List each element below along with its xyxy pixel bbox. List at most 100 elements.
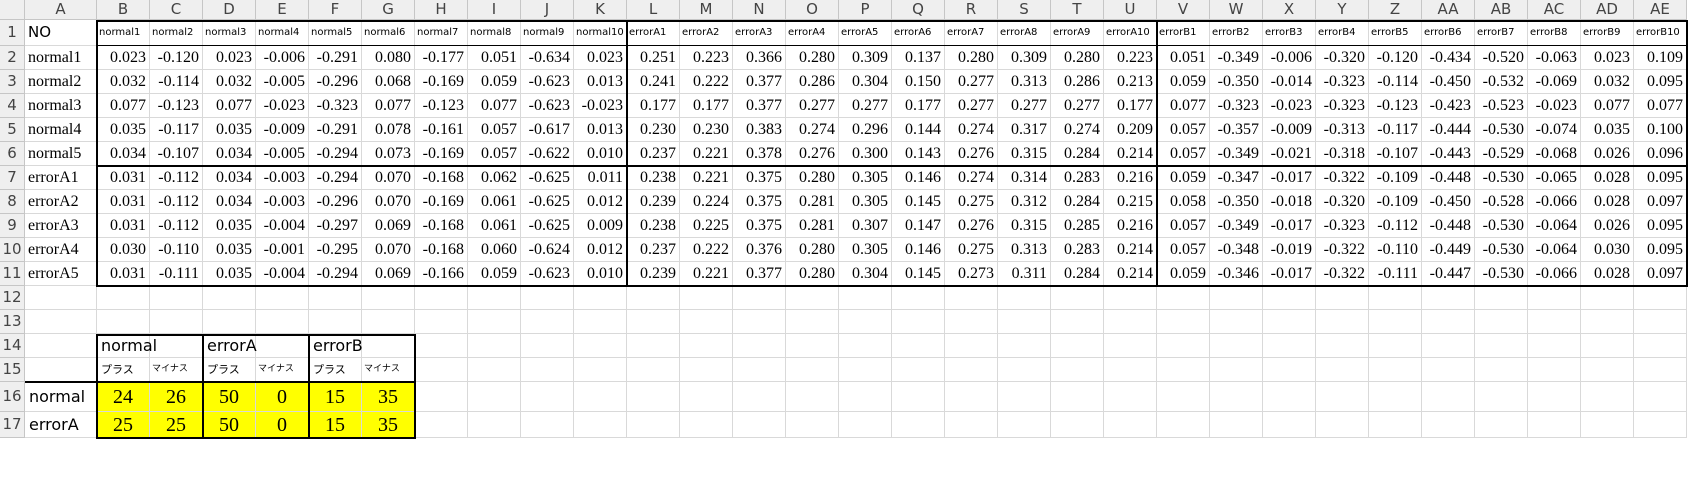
value-cell[interactable]: 0.307 <box>839 214 892 238</box>
value-cell[interactable]: 0.237 <box>627 238 680 262</box>
column-header-R[interactable]: R <box>945 0 998 20</box>
value-cell[interactable]: -0.294 <box>309 262 362 286</box>
cell[interactable] <box>1634 334 1687 358</box>
cell[interactable] <box>786 310 839 334</box>
value-cell[interactable]: 0.026 <box>1581 214 1634 238</box>
column-header-U[interactable]: U <box>1104 0 1157 20</box>
cell[interactable] <box>1210 286 1263 310</box>
cell[interactable] <box>1634 286 1687 310</box>
cell[interactable] <box>256 334 309 358</box>
value-cell[interactable]: -0.123 <box>150 94 203 118</box>
value-cell[interactable]: -0.023 <box>574 94 627 118</box>
value-cell[interactable]: 0.060 <box>468 238 521 262</box>
value-cell[interactable]: 0.010 <box>574 262 627 286</box>
column-header-B[interactable]: B <box>97 0 150 20</box>
header-cell[interactable]: normal3 <box>203 20 256 46</box>
value-cell[interactable]: -0.423 <box>1422 94 1475 118</box>
value-cell[interactable]: -0.120 <box>1369 46 1422 70</box>
value-cell[interactable]: -0.532 <box>1475 70 1528 94</box>
value-cell[interactable]: 0.280 <box>786 166 839 190</box>
cell[interactable] <box>468 382 521 412</box>
value-cell[interactable]: -0.023 <box>1528 94 1581 118</box>
value-cell[interactable]: 0.305 <box>839 238 892 262</box>
value-cell[interactable]: 0.023 <box>574 46 627 70</box>
row-label-cell[interactable]: normal3 <box>25 94 97 118</box>
value-cell[interactable]: 0.280 <box>945 46 998 70</box>
summary-sub-label[interactable]: プラス <box>309 358 362 382</box>
cell-a1-no[interactable]: NO <box>25 20 97 46</box>
cell[interactable] <box>892 310 945 334</box>
row-header-10[interactable]: 10 <box>0 238 25 262</box>
row-label-cell[interactable]: errorA2 <box>25 190 97 214</box>
value-cell[interactable]: 0.080 <box>362 46 415 70</box>
row-header-15[interactable]: 15 <box>0 358 25 382</box>
value-cell[interactable]: 0.035 <box>203 118 256 142</box>
column-header-AD[interactable]: AD <box>1581 0 1634 20</box>
cell[interactable] <box>150 310 203 334</box>
value-cell[interactable]: -0.313 <box>1316 118 1369 142</box>
row-header-16[interactable]: 16 <box>0 382 25 412</box>
header-cell[interactable]: errorA9 <box>1051 20 1104 46</box>
value-cell[interactable]: -0.530 <box>1475 166 1528 190</box>
cell[interactable] <box>1369 310 1422 334</box>
value-cell[interactable]: 0.276 <box>945 142 998 166</box>
value-cell[interactable]: 0.143 <box>892 142 945 166</box>
value-cell[interactable]: -0.617 <box>521 118 574 142</box>
column-header-O[interactable]: O <box>786 0 839 20</box>
row-label-cell[interactable]: errorA1 <box>25 166 97 190</box>
cell[interactable] <box>1104 382 1157 412</box>
value-cell[interactable]: -0.168 <box>415 214 468 238</box>
cell[interactable] <box>256 310 309 334</box>
value-cell[interactable]: -0.323 <box>1316 70 1369 94</box>
value-cell[interactable]: 0.366 <box>733 46 786 70</box>
value-cell[interactable]: 0.035 <box>203 214 256 238</box>
cell[interactable] <box>892 382 945 412</box>
value-cell[interactable]: 0.281 <box>786 214 839 238</box>
value-cell[interactable]: -0.168 <box>415 166 468 190</box>
value-cell[interactable]: 0.073 <box>362 142 415 166</box>
value-cell[interactable]: 0.223 <box>680 46 733 70</box>
value-cell[interactable]: -0.622 <box>521 142 574 166</box>
value-cell[interactable]: -0.017 <box>1263 166 1316 190</box>
value-cell[interactable]: 0.077 <box>1157 94 1210 118</box>
cell[interactable] <box>733 382 786 412</box>
value-cell[interactable]: -0.019 <box>1263 238 1316 262</box>
header-cell[interactable]: errorA8 <box>998 20 1051 46</box>
column-header-D[interactable]: D <box>203 0 256 20</box>
column-header-Z[interactable]: Z <box>1369 0 1422 20</box>
value-cell[interactable]: 0.177 <box>1104 94 1157 118</box>
cell[interactable] <box>786 358 839 382</box>
cell[interactable] <box>1475 412 1528 438</box>
row-header-3[interactable]: 3 <box>0 70 25 94</box>
cell[interactable] <box>1157 382 1210 412</box>
cell[interactable] <box>521 358 574 382</box>
header-cell[interactable]: errorB9 <box>1581 20 1634 46</box>
value-cell[interactable]: 0.057 <box>1157 118 1210 142</box>
cell[interactable] <box>1634 382 1687 412</box>
value-cell[interactable]: 0.097 <box>1634 262 1687 286</box>
value-cell[interactable]: 0.070 <box>362 238 415 262</box>
value-cell[interactable]: -0.005 <box>256 142 309 166</box>
value-cell[interactable]: -0.350 <box>1210 70 1263 94</box>
value-cell[interactable]: -0.066 <box>1528 190 1581 214</box>
summary-sub-label[interactable]: マイナス <box>256 358 309 382</box>
header-cell[interactable]: errorA5 <box>839 20 892 46</box>
value-cell[interactable]: 0.221 <box>680 262 733 286</box>
header-cell[interactable]: errorB2 <box>1210 20 1263 46</box>
value-cell[interactable]: 0.031 <box>97 262 150 286</box>
value-cell[interactable]: -0.023 <box>1263 94 1316 118</box>
value-cell[interactable]: 0.109 <box>1634 46 1687 70</box>
column-header-K[interactable]: K <box>574 0 627 20</box>
value-cell[interactable]: 0.213 <box>1104 70 1157 94</box>
cell[interactable] <box>680 286 733 310</box>
value-cell[interactable]: -0.349 <box>1210 46 1263 70</box>
cell[interactable] <box>1475 358 1528 382</box>
value-cell[interactable]: 0.214 <box>1104 238 1157 262</box>
cell[interactable] <box>1157 358 1210 382</box>
cell[interactable] <box>1316 358 1369 382</box>
value-cell[interactable]: -0.177 <box>415 46 468 70</box>
value-cell[interactable]: -0.169 <box>415 190 468 214</box>
cell[interactable] <box>733 286 786 310</box>
cell[interactable] <box>1316 382 1369 412</box>
value-cell[interactable]: 0.230 <box>680 118 733 142</box>
